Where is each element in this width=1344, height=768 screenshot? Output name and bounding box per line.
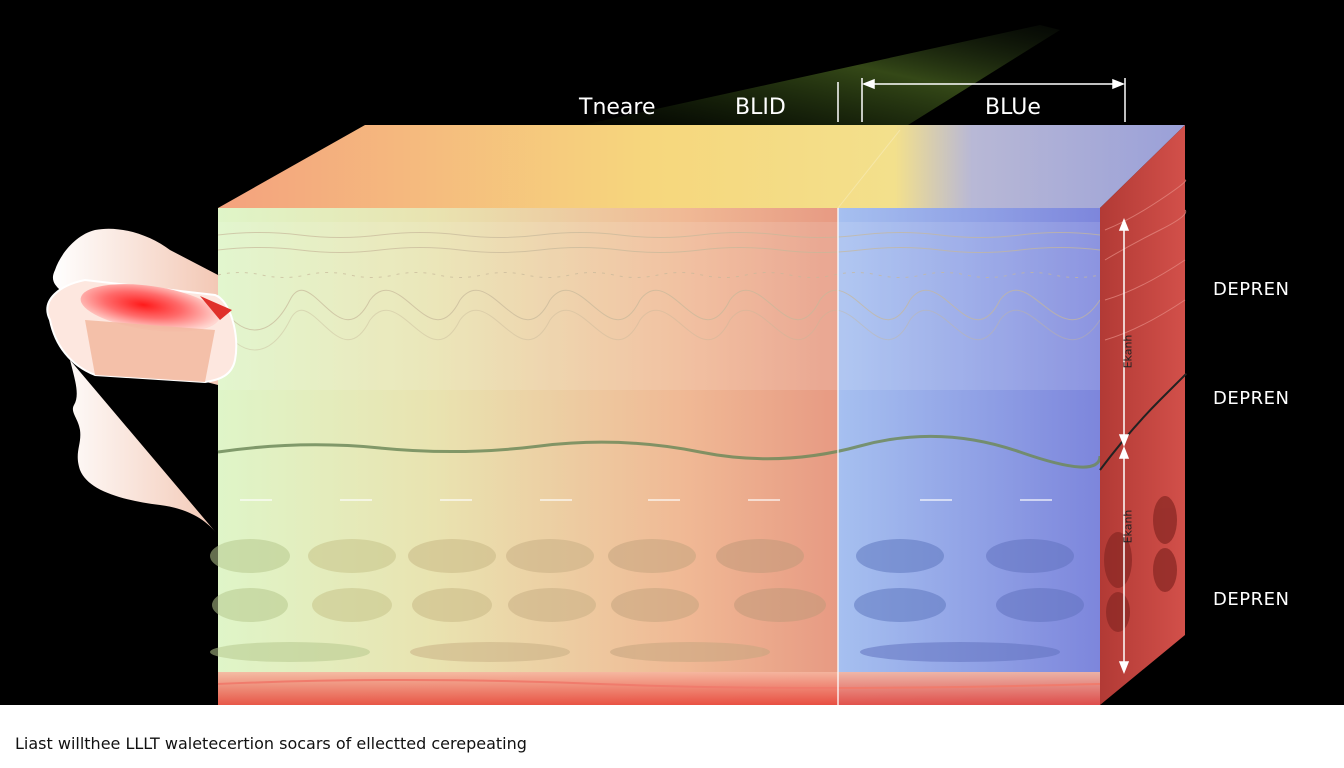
front-face-blue <box>838 208 1100 705</box>
fat-lobules <box>210 539 1084 662</box>
tissue-boundary-line <box>217 434 1102 469</box>
dimension-arrow-icon <box>837 78 1126 122</box>
label-vertical-2: Ekanh <box>1121 509 1135 544</box>
caption: Liast willthee LLLT waletecertion socars… <box>15 734 527 753</box>
epidermis-lines <box>217 232 1101 351</box>
label-top-1: Tneare <box>579 95 656 120</box>
laser-emitter-icon <box>46 278 238 384</box>
caption-bar: Liast willthee LLLT waletecertion socars… <box>0 705 1344 768</box>
light-beam <box>560 25 1060 130</box>
label-side-3: DEPREN <box>1213 589 1290 610</box>
muscle-band <box>218 672 1100 705</box>
block-top-face <box>218 125 1185 208</box>
label-vertical-1: Ekanh <box>1121 334 1135 369</box>
label-side-1: DEPREN <box>1213 279 1290 300</box>
label-side-2: DEPREN <box>1213 388 1290 409</box>
label-top-3: BLUe <box>985 95 1041 120</box>
tissue-block-diagram <box>46 25 1187 705</box>
diagram-stage: Tneare BLID BLUe DEPREN DEPREN DEPREN Ek… <box>46 25 1290 705</box>
label-top-2: BLID <box>735 95 786 120</box>
depth-arrows <box>1118 217 1130 675</box>
